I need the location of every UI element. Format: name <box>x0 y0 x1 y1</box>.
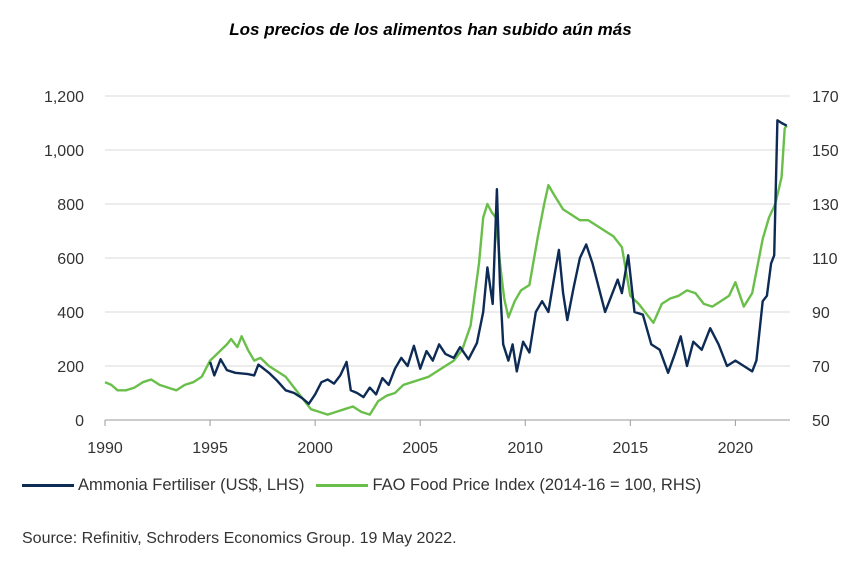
y-right-tick-label: 130 <box>812 197 839 214</box>
series-line-fao <box>104 124 788 416</box>
x-tick-label: 1995 <box>192 440 228 457</box>
y-left-tick-label: 400 <box>57 305 84 322</box>
y-right-tick-label: 170 <box>812 89 839 106</box>
series-layer <box>104 119 788 416</box>
series-line-ammonia <box>208 119 788 405</box>
x-tick-label: 2015 <box>613 440 649 457</box>
legend-label-ammonia: Ammonia Fertiliser (US$, LHS) <box>78 476 305 494</box>
legend-item-ammonia: Ammonia Fertiliser (US$, LHS) <box>22 476 304 495</box>
y-right-tick-label: 90 <box>812 305 830 322</box>
y-left-tick-label: 0 <box>75 413 84 430</box>
grid-lines <box>105 95 790 367</box>
y-right-tick-label: 50 <box>812 413 830 430</box>
legend-item-fao: FAO Food Price Index (2014-16 = 100, RHS… <box>316 476 701 495</box>
y-left-tick-label: 800 <box>57 197 84 214</box>
y-axis-right-ticks: 50 70 90 110 130 150 170 <box>812 89 839 430</box>
y-axis-left-ticks: 0 200 400 600 800 1,000 1,200 <box>44 89 84 430</box>
x-tick-label: 2010 <box>507 440 543 457</box>
source-note: Source: Refinitiv, Schroders Economics G… <box>22 530 457 547</box>
legend-label-fao: FAO Food Price Index (2014-16 = 100, RHS… <box>372 476 702 494</box>
y-left-tick-label: 1,000 <box>44 143 84 160</box>
legend-swatch-ammonia <box>22 484 74 487</box>
y-right-tick-label: 70 <box>812 359 830 376</box>
y-left-tick-label: 200 <box>57 359 84 376</box>
legend-swatch-fao <box>316 484 369 487</box>
y-right-tick-label: 150 <box>812 143 839 160</box>
y-left-tick-label: 1,200 <box>44 89 84 106</box>
legend: Ammonia Fertiliser (US$, LHS) FAO Food P… <box>22 476 852 495</box>
x-tick-label: 2005 <box>402 440 438 457</box>
chart-title: Los precios de los alimentos han subido … <box>229 20 632 39</box>
x-axis-ticks: 1990 1995 2000 2005 2010 2015 2020 <box>87 420 753 457</box>
x-tick-label: 1990 <box>87 440 123 457</box>
x-tick-label: 2000 <box>297 440 333 457</box>
y-right-tick-label: 110 <box>812 251 838 268</box>
x-tick-label: 2020 <box>718 440 754 457</box>
y-left-tick-label: 600 <box>57 251 84 268</box>
